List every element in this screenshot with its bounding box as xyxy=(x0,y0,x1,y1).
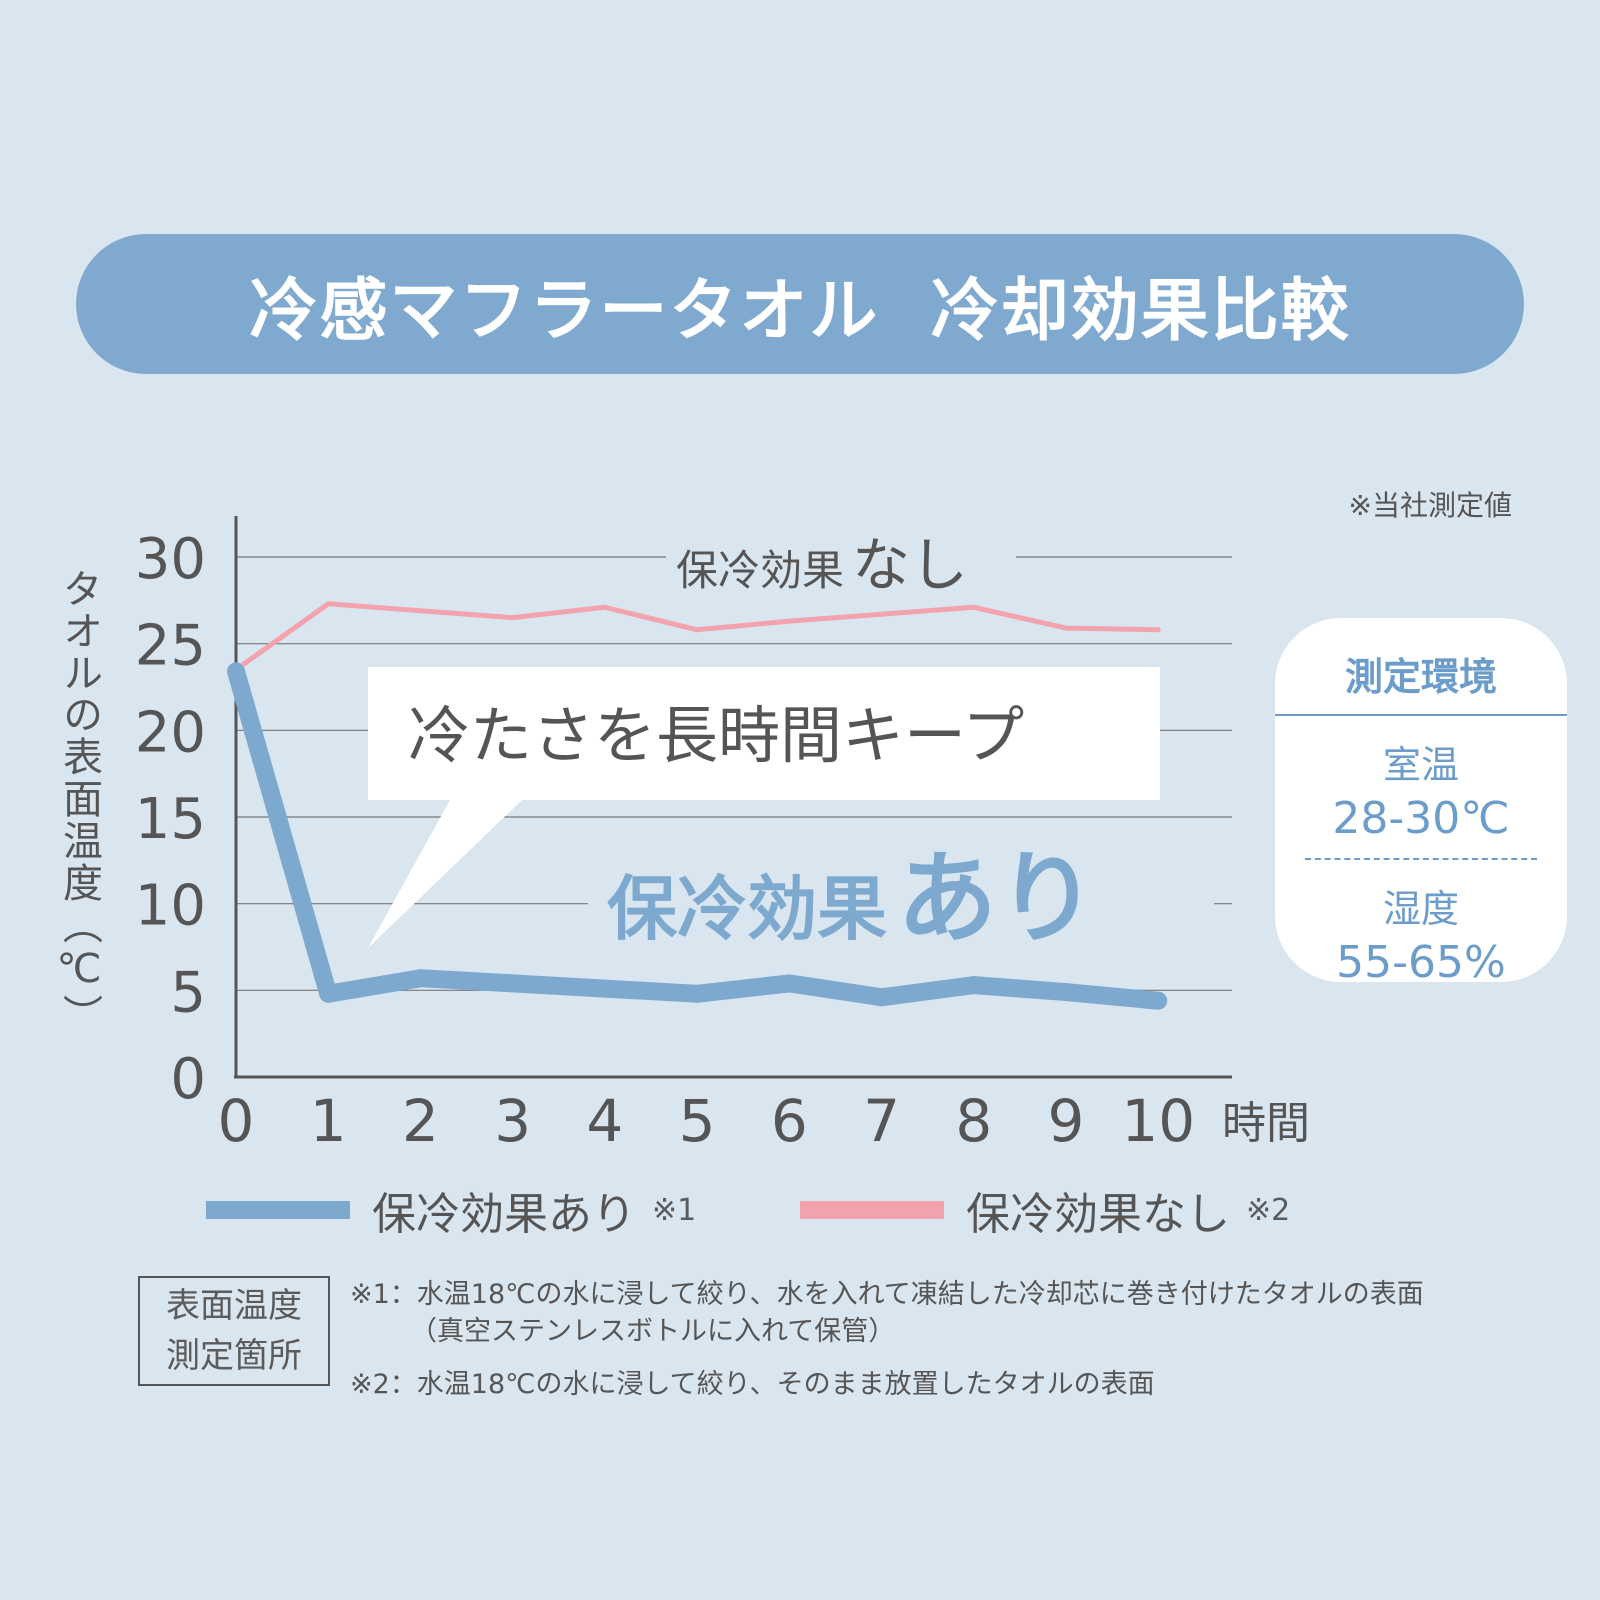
data-point xyxy=(227,662,245,681)
data-point xyxy=(1155,627,1161,633)
data-point xyxy=(879,611,885,617)
data-point xyxy=(964,976,983,995)
data-point xyxy=(595,979,614,998)
data-point xyxy=(1149,991,1168,1010)
humidity-value: 55-65% xyxy=(1336,937,1506,988)
legend-swatch-nashi xyxy=(800,1201,944,1219)
x-tick-label: 4 xyxy=(586,1087,623,1155)
data-point xyxy=(1057,983,1075,1002)
humidity-label: 湿度 xyxy=(1382,887,1459,931)
legend-swatch-ari xyxy=(206,1201,350,1219)
x-tick-label: 6 xyxy=(771,1087,808,1155)
legend-item-nashi: 保冷効果なし ※2 xyxy=(800,1178,1290,1242)
y-tick-label: 0 xyxy=(170,1047,206,1112)
y-axis-label: タオルの表面温度（℃） xyxy=(56,568,102,1036)
legend-item-ari: 保冷効果あり ※1 xyxy=(206,1178,696,1242)
environment-dashed-divider xyxy=(1305,858,1537,860)
data-point xyxy=(688,984,707,1003)
x-tick-label: 1 xyxy=(310,1087,347,1155)
footnote-2: ※2：水温18℃の水に浸して絞り、そのまま放置したタオルの表面 xyxy=(350,1369,1155,1400)
measurement-environment-panel: 測定環境 室温 28-30℃ 湿度 55-65% xyxy=(1275,618,1567,988)
legend-note-mark-1: ※1 xyxy=(652,1192,697,1228)
title-banner: 冷感マフラータオル 冷却効果比較 xyxy=(76,234,1524,374)
data-point xyxy=(602,604,608,610)
legend-note-mark-2: ※2 xyxy=(1246,1192,1291,1228)
measurement-note: ※当社測定値 xyxy=(1348,489,1512,522)
series-label-ari: 保冷効果 あり xyxy=(607,840,1097,957)
environment-divider xyxy=(1275,714,1567,716)
room-temp-label: 室温 xyxy=(1382,743,1459,787)
x-tick-label: 7 xyxy=(863,1087,900,1155)
y-tick-label: 10 xyxy=(135,874,206,939)
page-title: 冷感マフラータオル 冷却効果比較 xyxy=(249,271,1351,351)
x-tick-label: 3 xyxy=(494,1087,531,1155)
y-tick-label: 20 xyxy=(135,700,206,765)
data-point xyxy=(780,974,799,993)
ari-label-bg xyxy=(588,830,1214,948)
footnote-1: ※1：水温18℃の水に浸して絞り、水を入れて凍結した冷却芯に巻き付けたタオルの表… xyxy=(350,1279,1424,1310)
y-tick-label: 30 xyxy=(135,527,206,592)
x-tick-label: 8 xyxy=(955,1087,992,1155)
y-tick-label: 5 xyxy=(170,960,206,1025)
x-axis-label: 時間 xyxy=(1222,1098,1310,1149)
data-point xyxy=(503,974,522,993)
legend-label-nashi: 保冷効果なし xyxy=(966,1189,1230,1240)
data-point xyxy=(411,969,430,988)
callout-text: 冷たさを長時間キープ xyxy=(408,699,1024,772)
y-tick-label: 25 xyxy=(135,614,206,679)
data-point xyxy=(786,618,792,624)
legend-label-ari: 保冷効果あり xyxy=(372,1189,636,1240)
series-label-nashi: 保冷効果 なし xyxy=(676,531,968,599)
data-point xyxy=(319,984,338,1003)
data-point xyxy=(971,604,977,610)
x-tick-label: 0 xyxy=(218,1087,255,1155)
x-tick-label: 5 xyxy=(679,1087,716,1155)
x-tick-label: 2 xyxy=(402,1087,439,1155)
measurement-point-box: 表面温度 測定箇所 xyxy=(138,1276,330,1386)
callout-bubble xyxy=(368,667,1160,948)
data-point xyxy=(510,615,516,621)
environment-title: 測定環境 xyxy=(1344,655,1497,699)
footnote-1-continued: （真空ステンレスボトルに入れて保管） xyxy=(410,1316,896,1347)
data-point xyxy=(872,988,891,1007)
data-point xyxy=(694,627,700,633)
y-tick-label: 15 xyxy=(135,787,206,852)
nashi-label-bg xyxy=(666,538,1016,600)
data-point xyxy=(417,608,423,614)
data-point xyxy=(1063,625,1069,631)
series-line-nashi xyxy=(234,601,1159,672)
x-tick-label: 10 xyxy=(1121,1087,1195,1155)
footnotes: ※1：水温18℃の水に浸して絞り、水を入れて凍結した冷却芯に巻き付けたタオルの表… xyxy=(350,1276,1424,1403)
measurement-point-line1: 表面温度 xyxy=(166,1286,302,1326)
x-tick-label: 9 xyxy=(1048,1087,1085,1155)
measurement-point-line2: 測定箇所 xyxy=(166,1336,302,1376)
room-temp-value: 28-30℃ xyxy=(1332,793,1510,844)
data-point xyxy=(325,601,331,607)
